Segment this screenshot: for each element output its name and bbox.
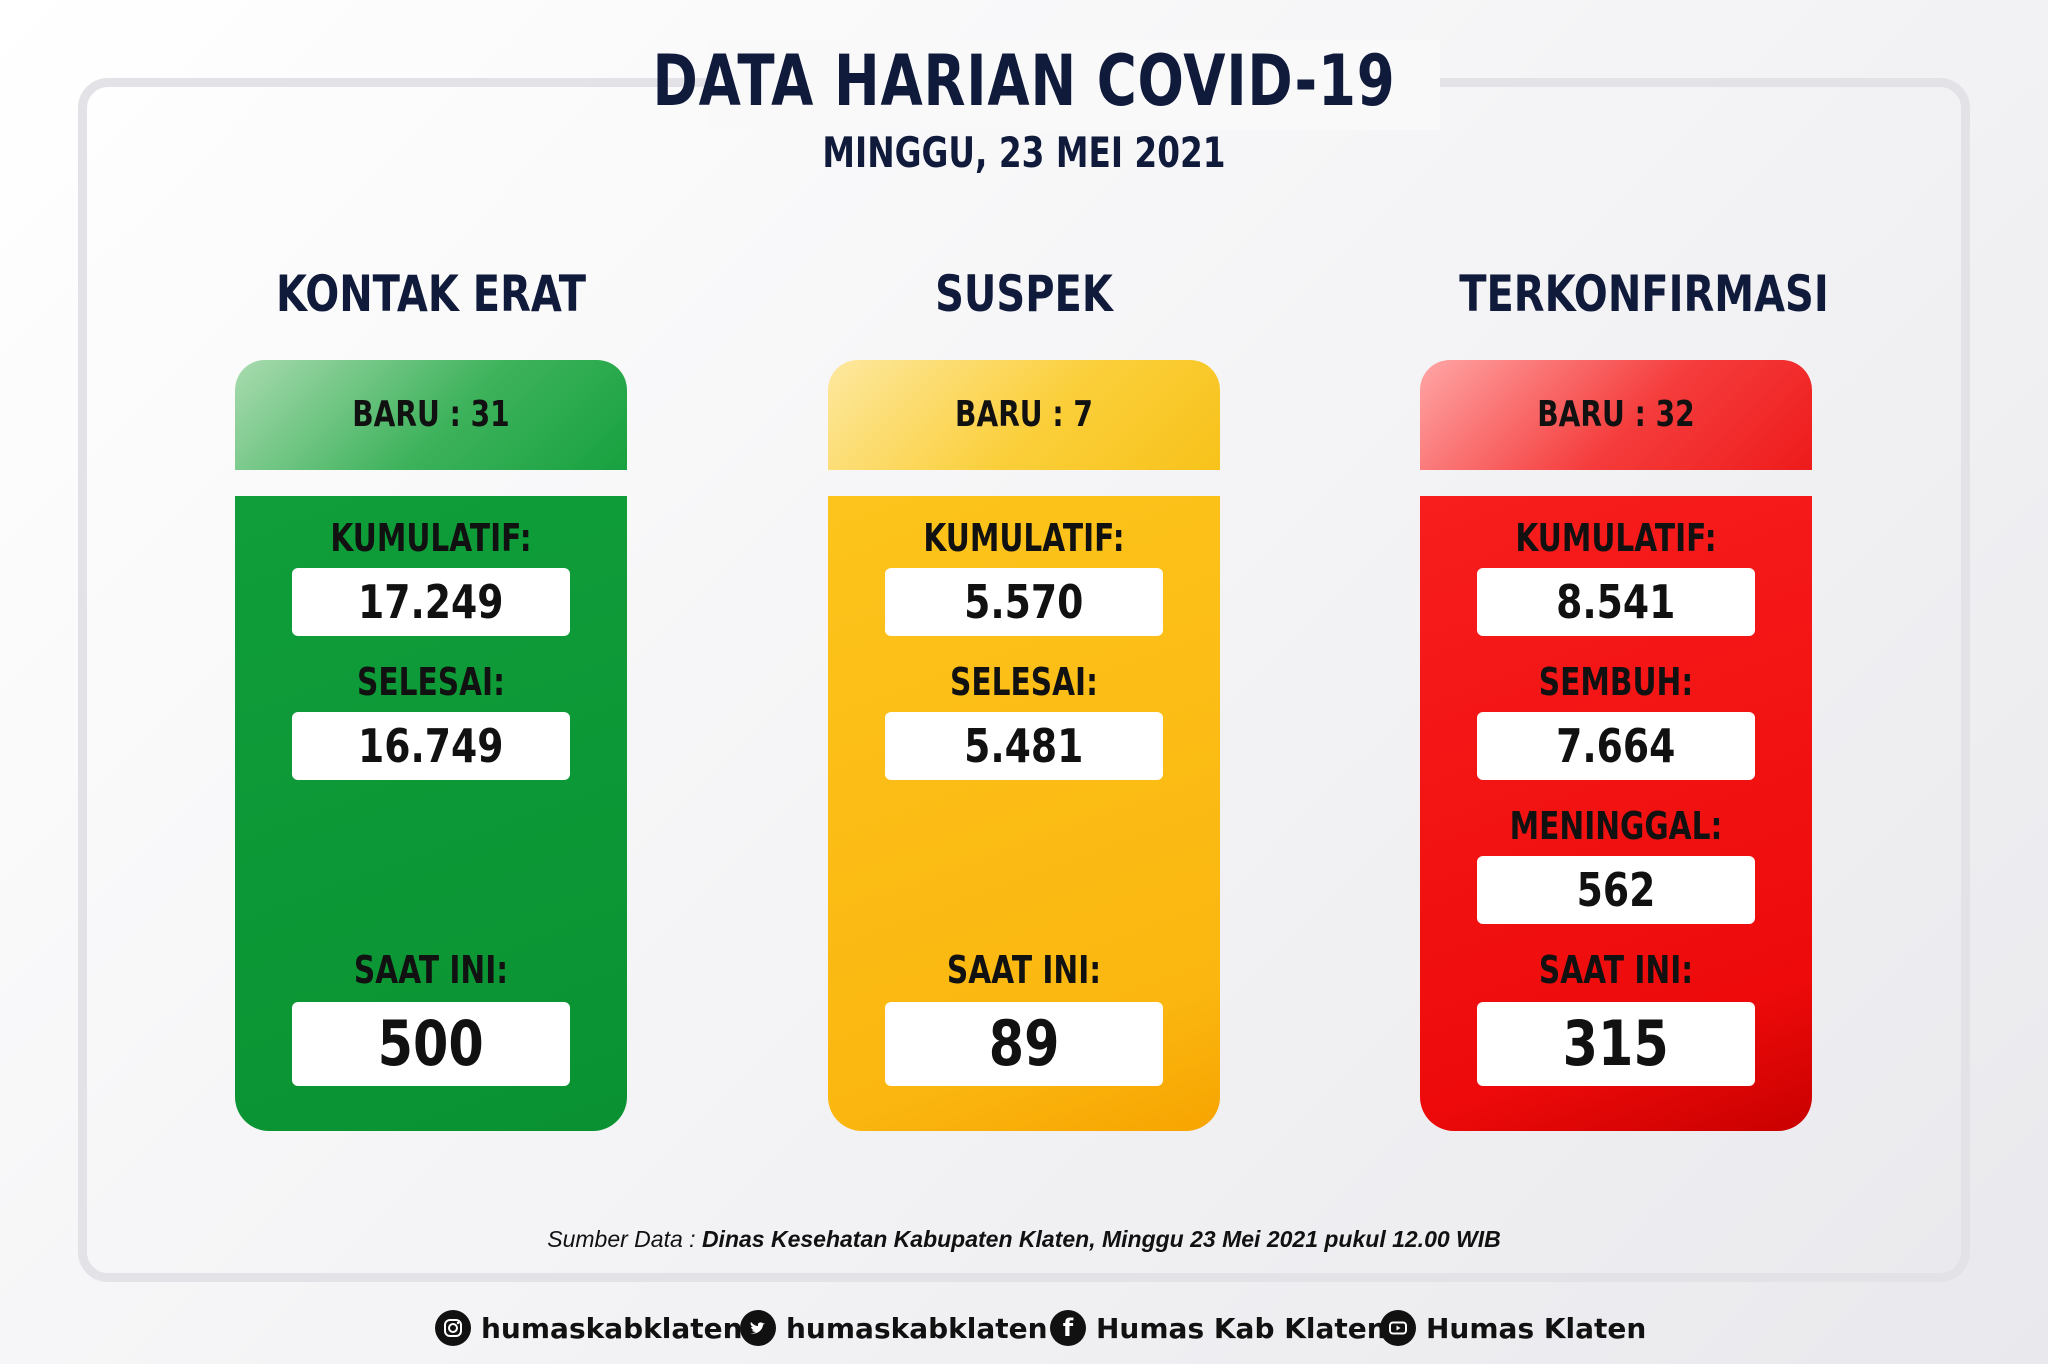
saat-ini-value: 89 bbox=[885, 1002, 1163, 1086]
card-body-terkonfirmasi: KUMULATIF: 8.541 SEMBUH: 7.664 MENINGGAL… bbox=[1420, 496, 1812, 1131]
source-note: Sumber Data : Dinas Kesehatan Kabupaten … bbox=[0, 1226, 2048, 1253]
social-label: Humas Kab Klaten bbox=[1096, 1311, 1387, 1345]
column-title-kontak-erat: KONTAK ERAT bbox=[276, 265, 586, 323]
stat-label: SELESAI: bbox=[950, 660, 1098, 704]
source-prefix: Sumber Data : bbox=[547, 1226, 702, 1252]
stat-value: 17.249 bbox=[292, 568, 570, 636]
stat-value: 562 bbox=[1477, 856, 1755, 924]
saat-ini-value: 315 bbox=[1477, 1002, 1755, 1086]
page-title: DATA HARIAN COVID-19 bbox=[652, 40, 1396, 122]
baru-label: BARU : 32 bbox=[1537, 394, 1695, 435]
stat-label: SELESAI: bbox=[357, 660, 505, 704]
stat-label: SEMBUH: bbox=[1538, 660, 1694, 704]
column-title-terkonfirmasi: TERKONFIRMASI bbox=[1459, 265, 1829, 323]
social-label: Humas Klaten bbox=[1426, 1311, 1647, 1345]
stat-value: 8.541 bbox=[1477, 568, 1755, 636]
stat-value: 16.749 bbox=[292, 712, 570, 780]
card-body-suspek: KUMULATIF: 5.570 SELESAI: 5.481 SAAT INI… bbox=[828, 496, 1220, 1131]
saat-ini-label: SAAT INI: bbox=[946, 948, 1102, 992]
social-instagram[interactable]: humaskabklaten bbox=[435, 1306, 743, 1350]
title-background bbox=[708, 40, 1440, 130]
card-body-kontak-erat: KUMULATIF: 17.249 SELESAI: 16.749 SAAT I… bbox=[235, 496, 627, 1131]
source-text: Dinas Kesehatan Kabupaten Klaten, Minggu… bbox=[701, 1226, 1501, 1252]
stat-label: KUMULATIF: bbox=[330, 516, 532, 560]
baru-label: BARU : 7 bbox=[955, 394, 1093, 435]
social-youtube[interactable]: Humas Klaten bbox=[1380, 1306, 1646, 1350]
stat-label: MENINGGAL: bbox=[1509, 804, 1723, 848]
card-header-suspek: BARU : 7 bbox=[828, 360, 1220, 470]
instagram-icon bbox=[435, 1310, 471, 1346]
saat-ini-label: SAAT INI: bbox=[353, 948, 509, 992]
youtube-icon bbox=[1380, 1310, 1416, 1346]
column-title-suspek: SUSPEK bbox=[935, 265, 1113, 323]
facebook-icon: f bbox=[1050, 1310, 1086, 1346]
social-facebook[interactable]: f Humas Kab Klaten bbox=[1050, 1306, 1387, 1350]
twitter-icon bbox=[740, 1310, 776, 1346]
social-twitter[interactable]: humaskabklaten bbox=[740, 1306, 1048, 1350]
social-label: humaskabklaten bbox=[481, 1311, 743, 1345]
saat-ini-label: SAAT INI: bbox=[1538, 948, 1694, 992]
baru-label: BARU : 31 bbox=[352, 394, 510, 435]
card-header-kontak-erat: BARU : 31 bbox=[235, 360, 627, 470]
stat-value: 5.481 bbox=[885, 712, 1163, 780]
stat-value: 7.664 bbox=[1477, 712, 1755, 780]
social-label: humaskabklaten bbox=[786, 1311, 1048, 1345]
page-date: MINGGU, 23 MEI 2021 bbox=[822, 128, 1226, 177]
stat-label: KUMULATIF: bbox=[923, 516, 1125, 560]
stat-label: KUMULATIF: bbox=[1515, 516, 1717, 560]
saat-ini-value: 500 bbox=[292, 1002, 570, 1086]
stat-value: 5.570 bbox=[885, 568, 1163, 636]
card-header-terkonfirmasi: BARU : 32 bbox=[1420, 360, 1812, 470]
